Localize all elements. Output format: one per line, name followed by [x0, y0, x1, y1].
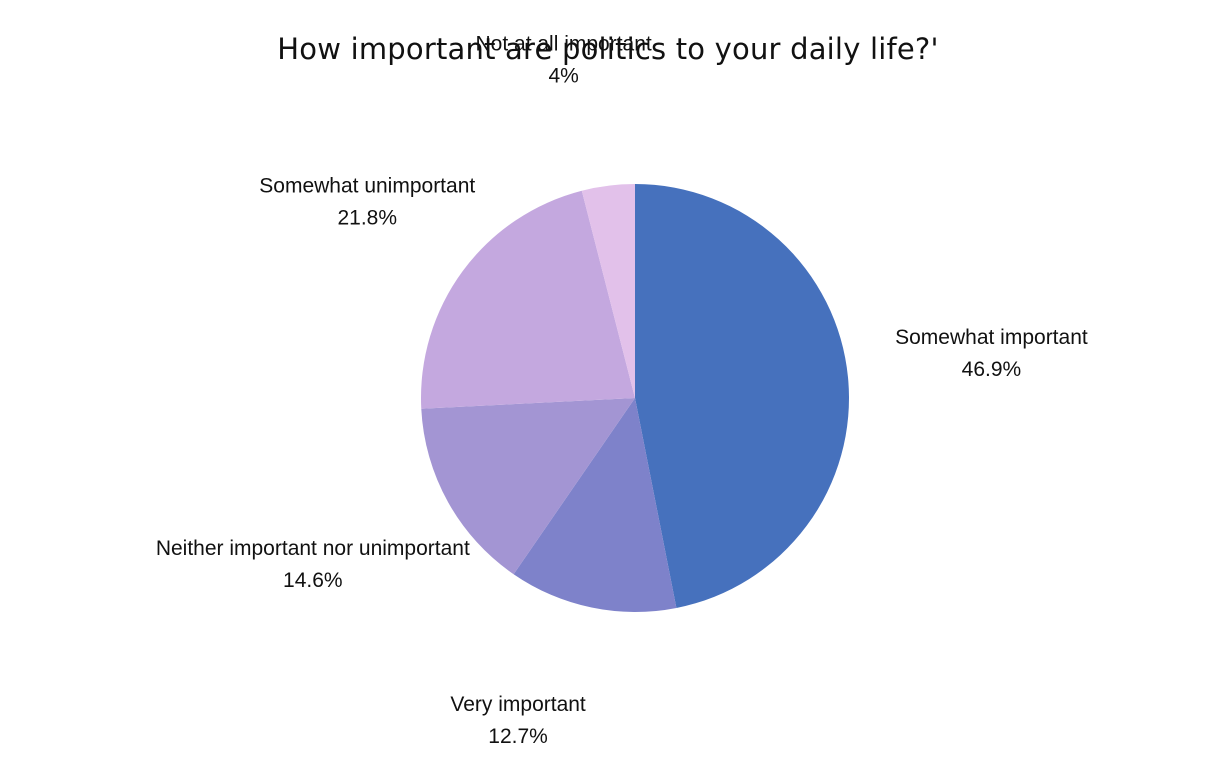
- pie-slice-very-important: [513, 398, 677, 612]
- pie-slice-somewhat-unimportant: [421, 190, 635, 409]
- slice-label-somewhat-unimportant: Somewhat unimportant: [259, 174, 475, 197]
- pie-slice-not-at-all-important: [581, 184, 635, 398]
- chart-title: How important are politics to your daily…: [277, 32, 939, 66]
- slice-value-neither-important-nor-unimportant: 14.6%: [283, 569, 343, 592]
- slice-label-very-important: Very important: [450, 693, 586, 716]
- slice-label-somewhat-important: Somewhat important: [895, 326, 1088, 349]
- slice-value-not-at-all-important: 4%: [548, 65, 578, 88]
- pie-slice-somewhat-important: [635, 184, 850, 608]
- slice-value-very-important: 12.7%: [488, 725, 548, 748]
- slice-value-somewhat-important: 46.9%: [962, 358, 1022, 381]
- slice-value-somewhat-unimportant: 21.8%: [337, 206, 397, 229]
- pie-labels: Somewhat important 46.9% Very important 12.…: [156, 33, 1088, 749]
- slice-label-neither-important-nor-unimportant: Neither important nor unimportant: [156, 537, 470, 560]
- pie-slices: [421, 184, 850, 612]
- pie-slice-neither-important-nor-unimportant: [421, 398, 635, 575]
- slice-label-not-at-all-important: Not at all important: [476, 33, 652, 56]
